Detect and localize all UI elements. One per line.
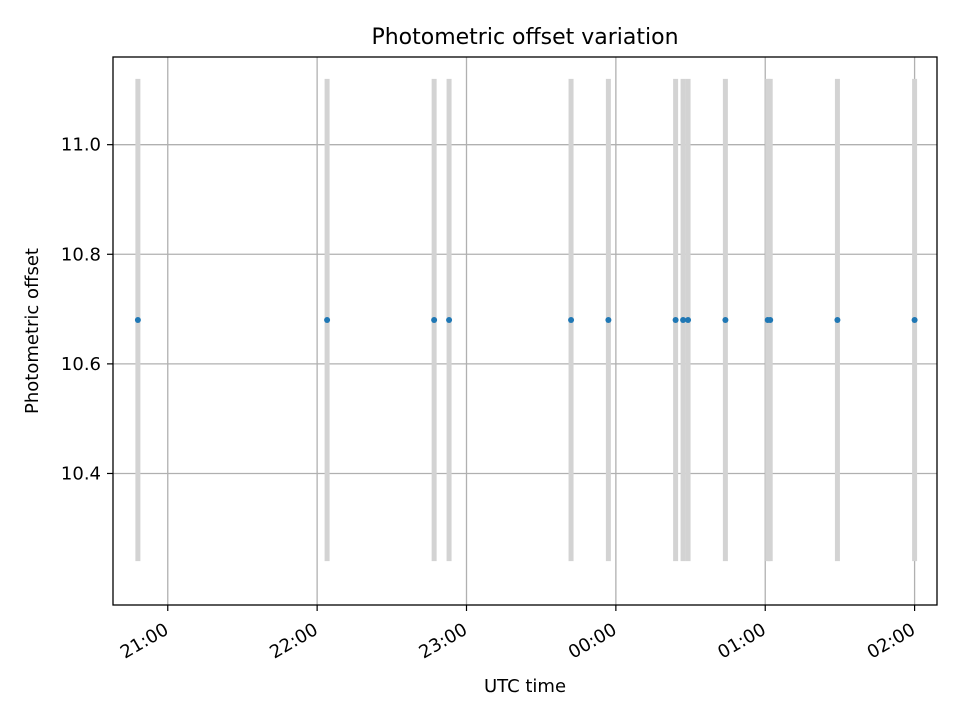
data-point [672,317,679,324]
y-axis-title: Photometric offset [22,248,43,414]
data-point [834,317,841,324]
y-tick-label: 10.4 [61,463,101,484]
x-axis-title: UTC time [484,676,566,697]
range-bars [135,78,918,562]
data-point [767,317,774,324]
grid-layer [113,57,937,605]
chart-title: Photometric offset variation [371,25,678,50]
x-tick-label: 00:00 [565,619,620,663]
x-tick-label: 22:00 [266,619,321,663]
data-points [134,317,918,324]
y-tick-label: 11.0 [61,135,101,156]
x-tick-label: 23:00 [416,619,471,663]
data-point [431,317,438,324]
data-point [324,317,331,324]
plot-frame [112,56,938,606]
data-point [605,317,612,324]
data-point [446,317,453,324]
x-tick-label: 21:00 [117,619,172,663]
axis-ticks: 21:00 22:00 23:00 00:00 01:00 02:00 10.4 10.6 10… [61,135,919,664]
data-point [134,317,141,324]
data-point [911,317,918,324]
y-tick-label: 10.8 [61,244,101,265]
y-tick-label: 10.6 [61,354,101,375]
data-point [568,317,575,324]
data-point [685,317,692,324]
data-point [680,317,687,324]
data-point [722,317,729,324]
x-tick-label: 02:00 [864,619,919,663]
x-tick-label: 01:00 [714,619,769,663]
